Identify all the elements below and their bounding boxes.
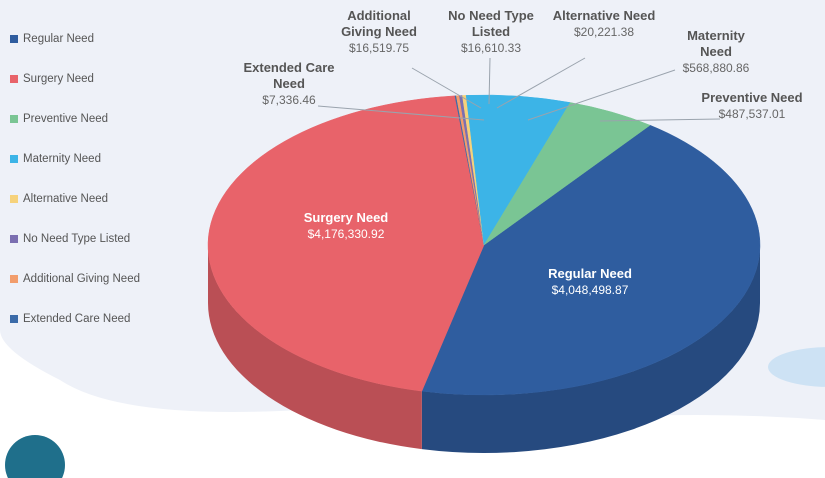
legend-label: No Need Type Listed (23, 233, 130, 245)
legend-entry: Maternity Need (10, 153, 101, 165)
legend-label: Regular Need (23, 33, 94, 45)
legend-swatch (10, 75, 18, 83)
legend-label: Extended Care Need (23, 313, 130, 325)
data-label: Surgery Need$4,176,330.92 (266, 210, 426, 242)
data-label: Preventive Need$487,537.01 (677, 90, 825, 122)
legend-swatch (10, 115, 18, 123)
page: Regular Need$4,048,498.87Surgery Need$4,… (0, 0, 825, 478)
legend-swatch (10, 235, 18, 243)
data-label-value: $4,176,330.92 (266, 226, 426, 242)
data-label-name: Additional Giving Need (329, 8, 429, 40)
data-label-name: Preventive Need (677, 90, 825, 106)
data-label: Alternative Need$20,221.38 (549, 8, 659, 40)
legend-entry: No Need Type Listed (10, 233, 130, 245)
legend-entry: Additional Giving Need (10, 273, 140, 285)
legend-swatch (10, 195, 18, 203)
data-label-name: Alternative Need (549, 8, 659, 24)
data-label-name: Surgery Need (266, 210, 426, 226)
data-label: Regular Need$4,048,498.87 (510, 266, 670, 298)
data-label: Extended Care Need$7,336.46 (239, 60, 339, 108)
data-label-name: No Need Type Listed (441, 8, 541, 40)
legend-entry: Surgery Need (10, 73, 94, 85)
legend-entry: Regular Need (10, 33, 94, 45)
pie-tops (208, 95, 760, 395)
legend-swatch (10, 155, 18, 163)
legend-label: Surgery Need (23, 73, 94, 85)
data-label-name: Extended Care Need (239, 60, 339, 92)
legend-label: Preventive Need (23, 113, 108, 125)
legend-label: Additional Giving Need (23, 273, 140, 285)
data-label-value: $4,048,498.87 (510, 282, 670, 298)
legend-swatch (10, 35, 18, 43)
data-label-value: $568,880.86 (671, 60, 761, 76)
data-label: No Need Type Listed$16,610.33 (441, 8, 541, 56)
data-label-name: Maternity Need (671, 28, 761, 60)
data-label: Additional Giving Need$16,519.75 (329, 8, 429, 56)
decoration (5, 435, 65, 478)
legend-entry: Preventive Need (10, 113, 108, 125)
legend-label: Maternity Need (23, 153, 101, 165)
legend-entry: Extended Care Need (10, 313, 130, 325)
data-label-value: $487,537.01 (677, 106, 825, 122)
data-label-value: $7,336.46 (239, 92, 339, 108)
data-label-value: $20,221.38 (549, 24, 659, 40)
data-label: Maternity Need$568,880.86 (671, 28, 761, 76)
legend-label: Alternative Need (23, 193, 108, 205)
legend-entry: Alternative Need (10, 193, 108, 205)
data-label-value: $16,610.33 (441, 40, 541, 56)
legend-swatch (10, 275, 18, 283)
data-label-value: $16,519.75 (329, 40, 429, 56)
legend-swatch (10, 315, 18, 323)
data-label-name: Regular Need (510, 266, 670, 282)
